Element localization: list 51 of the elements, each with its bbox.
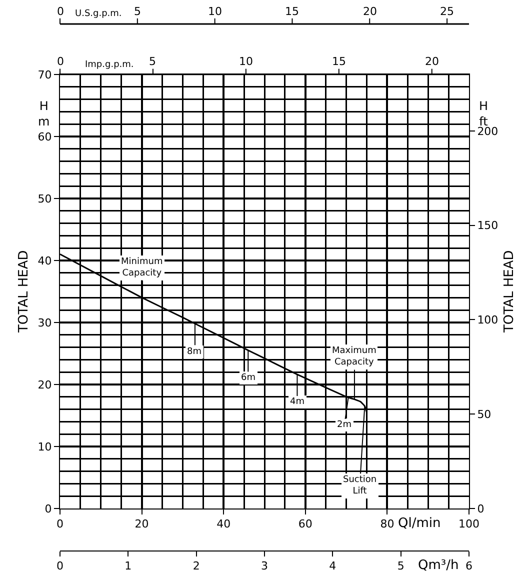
text: U.S.g.p.m.	[75, 9, 122, 19]
y2-tick-label: 0	[477, 502, 484, 516]
x2-tick-label: 3	[261, 560, 268, 573]
x2-axis-title: Qm³/h	[418, 558, 459, 573]
y-tick-label: 20	[38, 378, 52, 392]
x2-tick-label: 6	[466, 560, 472, 573]
annotation: Minimum Capacity	[121, 257, 163, 279]
text: Imp.g.p.m.	[85, 60, 134, 70]
y2-tick-label: 50	[477, 408, 492, 421]
y-tick-label: 60	[38, 130, 52, 144]
y2-axis-title: TOTAL HEAD	[502, 250, 517, 334]
text: 15	[332, 55, 346, 68]
x2-tick-label: 4	[329, 560, 336, 573]
annotation: 8m	[187, 347, 202, 357]
x-tick-label: 20	[134, 518, 149, 531]
text: 0	[57, 55, 64, 68]
annotation: Suction Lift	[343, 475, 377, 497]
y-tick-label: 30	[38, 316, 52, 330]
x-tick-label: 100	[458, 518, 480, 531]
annotation: 4m	[290, 397, 304, 407]
text: 15	[285, 5, 299, 18]
y-axis-title: TOTAL HEAD	[16, 250, 32, 334]
x-tick-label: 80	[380, 518, 394, 531]
y-tick-label: 0	[44, 502, 52, 516]
y2-tick-label: 100	[477, 314, 498, 327]
text: 20	[425, 55, 439, 68]
y-tick-label: 50	[38, 192, 52, 206]
y-tick-label: 40	[38, 254, 52, 268]
x-axis-title: Ql/min	[398, 516, 441, 531]
y2-tick-label: 200	[477, 124, 498, 138]
x2-tick-label: 1	[124, 560, 132, 573]
annotation: Maximum Capacity	[332, 346, 376, 368]
text: 5	[134, 5, 141, 18]
text: 10	[208, 5, 222, 18]
y2-tick-label: 150	[477, 219, 498, 232]
y-tick-label: 10	[38, 440, 52, 454]
y-tick-label: 70	[38, 68, 52, 82]
text: 20	[363, 5, 377, 18]
annotation: 2m	[337, 420, 352, 430]
x2-tick-label: 0	[56, 560, 64, 573]
x-tick-label: 60	[298, 518, 312, 531]
text: 0	[57, 5, 64, 18]
text: H m	[38, 99, 50, 129]
annotation: 6m	[241, 373, 256, 383]
x-tick-label: 40	[216, 518, 231, 531]
x2-tick-label: 5	[397, 560, 404, 573]
x-tick-label: 0	[56, 518, 64, 531]
text: 25	[440, 5, 454, 18]
text: 5	[149, 55, 156, 68]
text: 10	[239, 55, 253, 68]
x2-tick-label: 2	[192, 560, 200, 573]
